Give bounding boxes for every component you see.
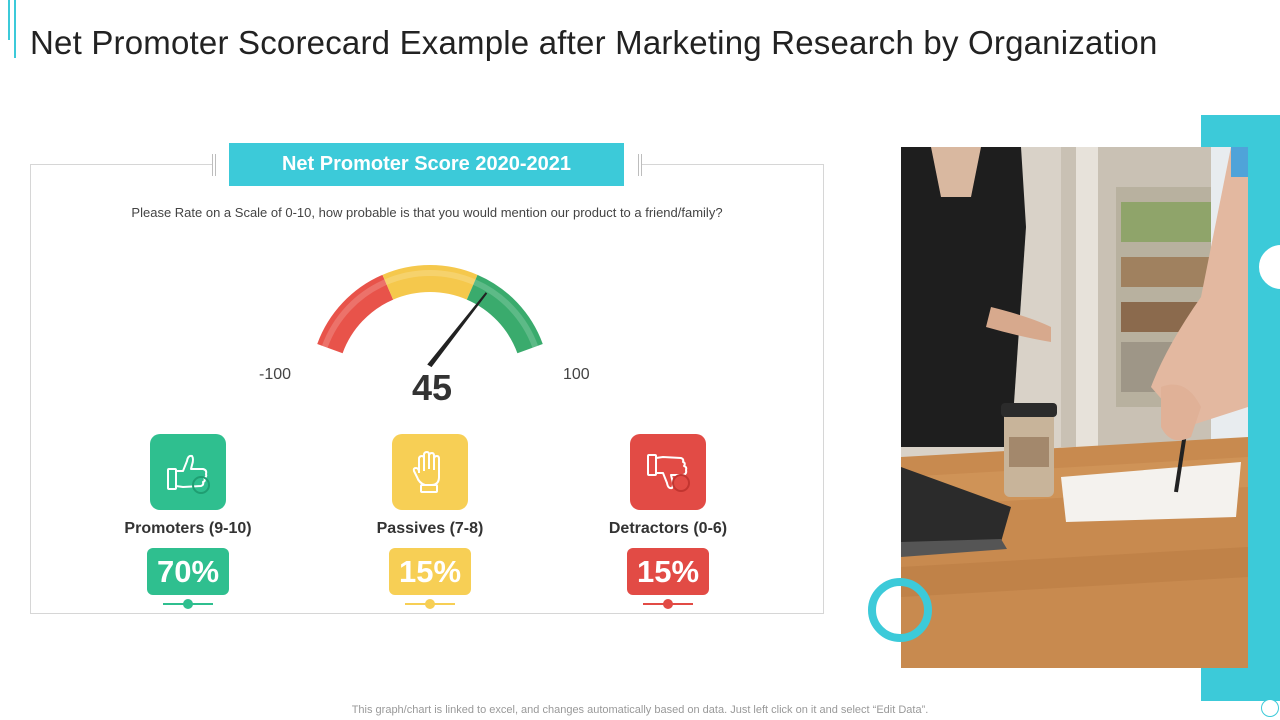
footnote: This graph/chart is linked to excel, and… — [351, 704, 929, 716]
banner-divider-tick — [641, 154, 642, 176]
thumbs-up-icon — [167, 454, 210, 494]
score-banner: Net Promoter Score 2020-2021 — [229, 143, 624, 186]
gauge-min-label: -100 — [259, 366, 292, 383]
gauge-segment-2 — [382, 265, 478, 300]
detractors-indicator — [643, 599, 693, 609]
passives-percent: 15% — [388, 548, 472, 595]
hand-neutral-icon — [412, 451, 440, 493]
title-accent-bar — [14, 0, 16, 58]
detractors-percent: 15% — [626, 548, 710, 595]
promoters-label: Promoters (9-10) — [124, 520, 252, 537]
banner-divider-tick — [215, 154, 216, 176]
passives-indicator — [405, 599, 455, 609]
gauge-segment-shine — [321, 279, 387, 348]
page-title: Net Promoter Scorecard Example after Mar… — [30, 24, 1158, 61]
gauge-segment-shine — [473, 279, 539, 348]
scorecard-panel — [30, 164, 824, 614]
passives-card: Passives (7-8) 15% — [340, 434, 520, 609]
nps-gauge[interactable] — [280, 230, 580, 405]
detractors-icon-tile — [630, 434, 706, 510]
thumbs-down-icon — [647, 454, 690, 492]
detractors-card: Detractors (0-6) 15% — [578, 434, 758, 609]
promoters-indicator — [163, 599, 213, 609]
survey-question: Please Rate on a Scale of 0-10, how prob… — [131, 205, 723, 220]
promoters-icon-tile — [150, 434, 226, 510]
passives-icon-tile — [392, 434, 468, 510]
gauge-needle — [427, 292, 488, 368]
passives-label: Passives (7-8) — [376, 520, 484, 537]
gauge-max-label: 100 — [563, 366, 590, 383]
office-photo — [901, 147, 1248, 668]
banner-divider-tick — [212, 154, 213, 176]
decorative-ring — [868, 578, 932, 642]
promoters-indicator-dot — [183, 599, 193, 609]
office-photo-illustration — [901, 147, 1248, 668]
detractors-indicator-dot — [663, 599, 673, 609]
gauge-segment-shine — [384, 270, 476, 285]
title-accent-bar — [8, 0, 10, 40]
passives-indicator-dot — [425, 599, 435, 609]
banner-divider-tick — [638, 154, 639, 176]
promoters-percent: 70% — [146, 548, 230, 595]
detractors-label: Detractors (0-6) — [608, 520, 728, 537]
gauge-segment-1 — [317, 274, 394, 354]
decorative-ring-small — [1261, 699, 1279, 717]
promoters-card: Promoters (9-10) 70% — [98, 434, 278, 609]
gauge-value: 45 — [411, 367, 453, 408]
